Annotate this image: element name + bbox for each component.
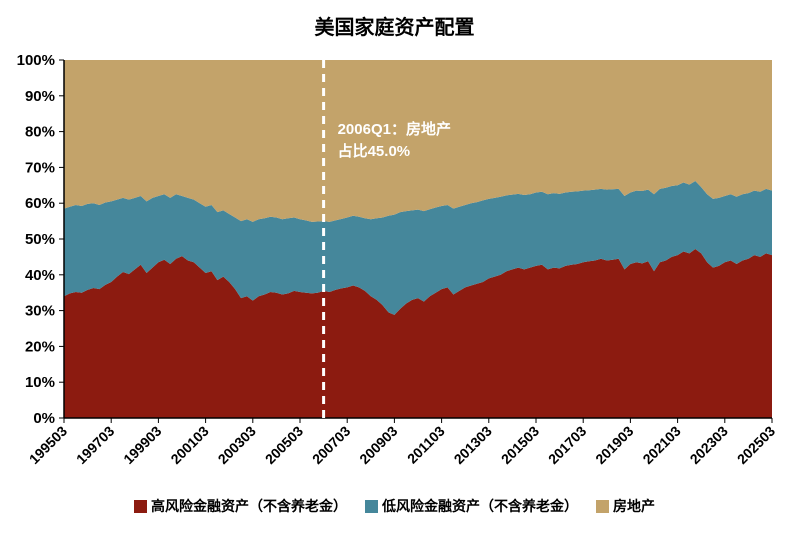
stacked-area-chart: 0%10%20%30%40%50%60%70%80%90%100%199503 1…: [17, 52, 779, 467]
y-tick-label: 70%: [25, 159, 55, 176]
x-tick-label: 202103: [639, 423, 683, 467]
legend-label: 高风险金融资产（不含养老金）: [151, 498, 347, 514]
y-tick-label: 80%: [25, 124, 55, 141]
x-tick-label: 201303: [451, 423, 495, 467]
legend-label: 低风险金融资产（不含养老金）: [382, 498, 578, 514]
x-tick-label: 200303: [215, 423, 259, 467]
x-tick-label: 199903: [120, 423, 164, 467]
y-tick-label: 20%: [25, 338, 55, 355]
x-tick-label: 201103: [404, 423, 448, 467]
x-tick-label: 201703: [545, 423, 589, 467]
x-tick-label: 200103: [167, 423, 211, 467]
x-tick-label: 201903: [592, 423, 636, 467]
y-tick-label: 0%: [33, 410, 55, 427]
x-tick-label: 201503: [498, 423, 542, 467]
y-tick-label: 60%: [25, 195, 55, 212]
area-series-0: [64, 249, 772, 418]
y-tick-label: 10%: [25, 374, 55, 391]
x-tick-label: 199503: [26, 423, 70, 467]
x-tick-label: 200903: [356, 423, 400, 467]
y-tick-label: 90%: [25, 88, 55, 105]
x-tick-label: 199703: [73, 423, 117, 467]
y-tick-label: 30%: [25, 303, 55, 320]
legend-item-2: 房地产: [596, 496, 655, 516]
legend-swatch: [596, 499, 609, 513]
annotation-text-line: 占比45.0%: [338, 142, 411, 160]
annotation-text-line: 2006Q1：房地产: [338, 120, 451, 138]
legend-item-0: 高风险金融资产（不含养老金）: [134, 496, 347, 516]
y-tick-label: 40%: [25, 267, 55, 284]
y-tick-label: 100%: [17, 52, 55, 69]
x-tick-label: 202503: [734, 423, 778, 467]
x-tick-label: 200703: [309, 423, 353, 467]
x-tick-label: 200503: [262, 423, 306, 467]
legend-swatch: [365, 499, 378, 513]
legend-swatch: [134, 499, 147, 513]
area-series-2: [64, 60, 772, 222]
legend: 高风险金融资产（不含养老金） 低风险金融资产（不含养老金） 房地产: [0, 496, 789, 516]
x-tick-label: 202303: [687, 423, 731, 467]
legend-item-1: 低风险金融资产（不含养老金）: [365, 496, 578, 516]
area-series-1: [64, 181, 772, 315]
y-tick-label: 50%: [25, 231, 55, 248]
legend-label: 房地产: [613, 498, 655, 514]
chart-title: 美国家庭资产配置: [314, 17, 475, 39]
